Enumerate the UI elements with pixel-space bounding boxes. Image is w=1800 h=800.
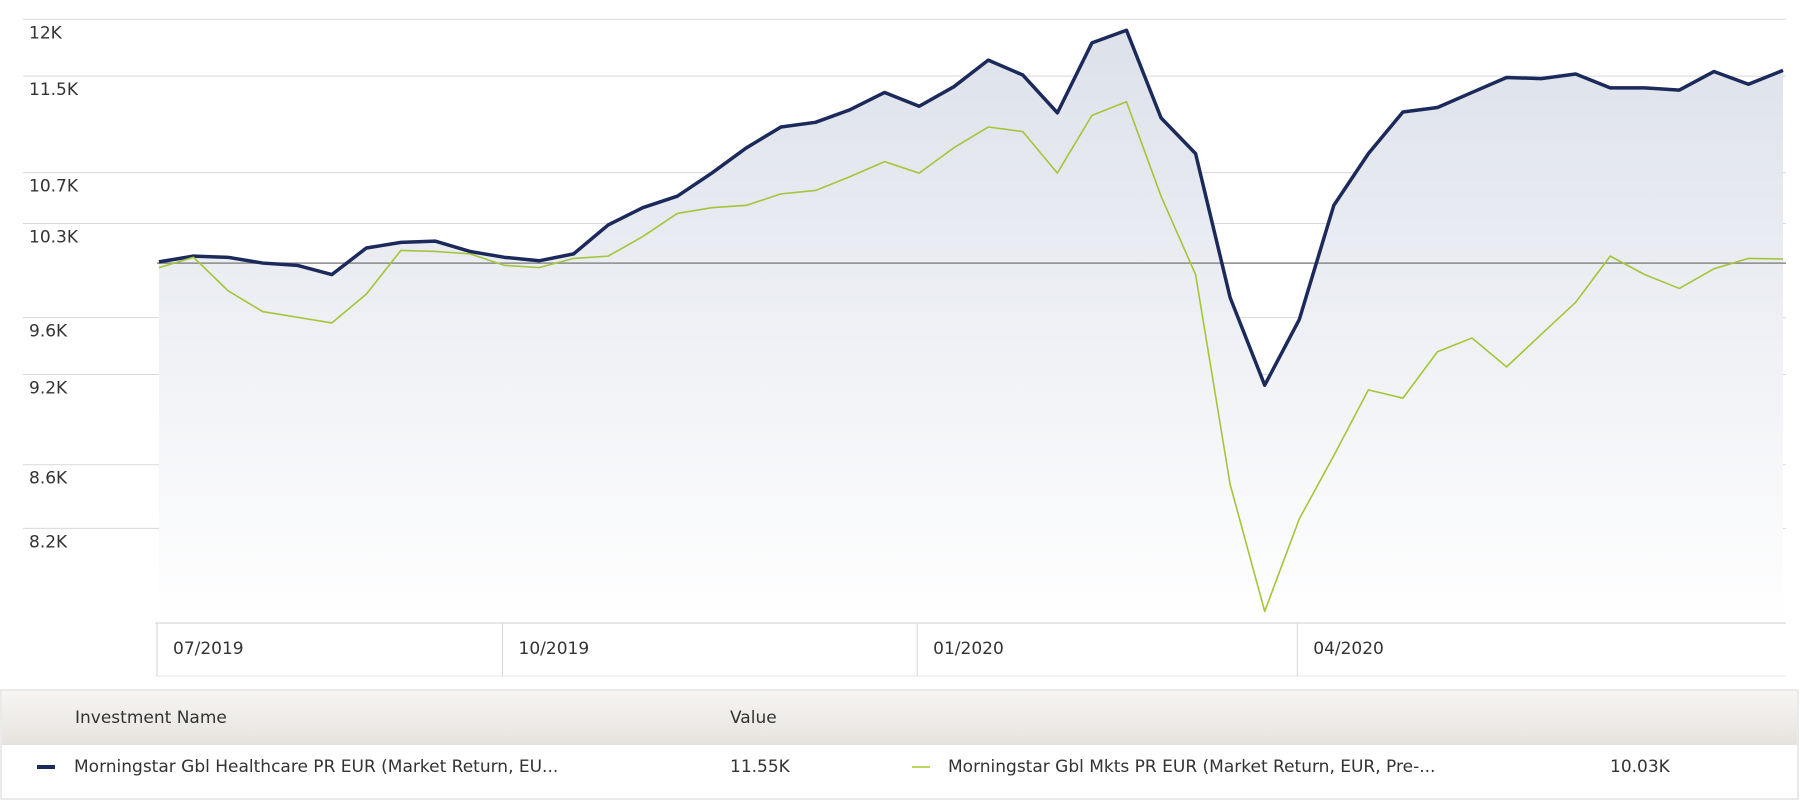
x-tick-label: 10/2019: [519, 639, 590, 659]
x-tick-label: 01/2020: [933, 639, 1004, 659]
legend-header-value: Value: [730, 708, 777, 728]
legend-value: 10.03K: [1610, 757, 1671, 777]
legend-label: Morningstar Gbl Mkts PR EUR (Market Retu…: [948, 757, 1435, 777]
legend: Morningstar Gbl Healthcare PR EUR (Marke…: [37, 757, 1671, 777]
legend-header: [2, 691, 1797, 745]
series-line: [158, 28, 1784, 387]
series-line: [158, 100, 1784, 613]
area: [159, 30, 1783, 623]
y-tick-label: 10.3K: [29, 228, 79, 248]
y-tick-label: 8.2K: [29, 532, 68, 552]
y-tick-label: 9.6K: [29, 322, 68, 342]
x-tick-label: 07/2019: [173, 639, 244, 659]
y-tick-label: 12K: [29, 23, 63, 43]
plot-area: 12K 11.5K 10.7K 10.3K 9.6K 9.2K 8.6K 8.2K 07/201…: [23, 18, 1786, 677]
legend-value: 11.55K: [730, 757, 791, 777]
legend-label: Morningstar Gbl Healthcare PR EUR (Marke…: [74, 757, 558, 777]
x-tick-label: 04/2020: [1313, 639, 1384, 659]
y-tick-label: 9.2K: [29, 379, 68, 399]
y-tick-label: 11.5K: [29, 80, 79, 100]
y-tick-label: 10.7K: [29, 177, 79, 197]
legend-header-name: Investment Name: [75, 708, 227, 728]
y-tick-label: 8.6K: [29, 469, 68, 489]
